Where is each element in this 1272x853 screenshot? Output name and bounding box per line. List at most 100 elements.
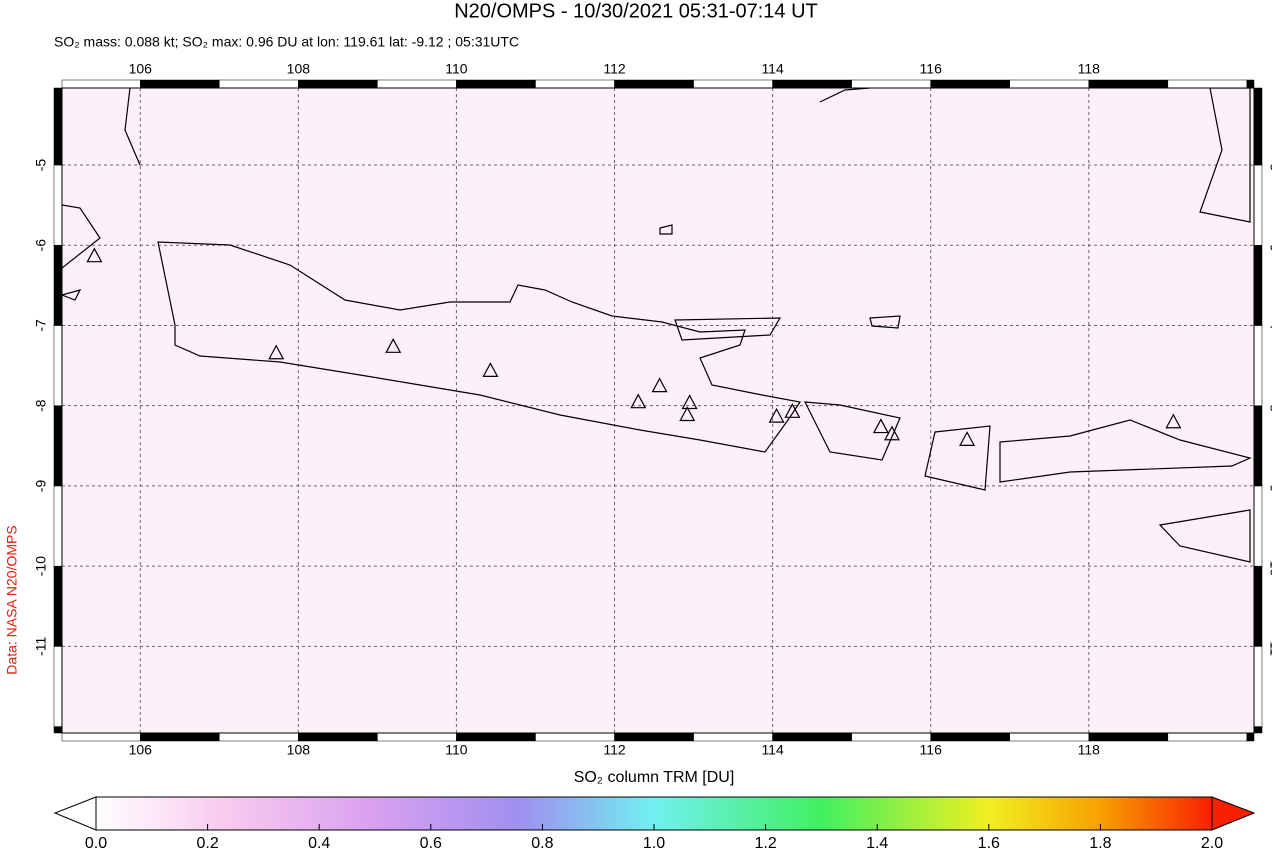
- frame-segment: [1253, 325, 1263, 406]
- volcano: [959, 431, 976, 446]
- frame-segment: [1246, 79, 1255, 89]
- colorbar-tick-label: 1.0: [643, 835, 665, 852]
- frame-segment: [1253, 646, 1263, 727]
- x-tick-label: 114: [761, 61, 784, 77]
- frame-segment: [219, 79, 299, 89]
- frame-segment: [851, 79, 931, 89]
- colorbar-tick-label: 1.4: [866, 835, 888, 852]
- frame-segment: [1253, 164, 1263, 246]
- frame-segment: [772, 79, 852, 89]
- frame-segment: [140, 732, 220, 742]
- y-tick-label: -9: [33, 479, 49, 492]
- frame-segment: [53, 325, 63, 406]
- frame-segment: [1253, 485, 1263, 567]
- frame-segment: [53, 565, 63, 647]
- map-frame: [53, 79, 1263, 742]
- coastline: [659, 88, 1252, 563]
- frame-segment: [219, 732, 299, 742]
- x-tick-label: 118: [1078, 61, 1101, 77]
- x-tick-label: 116: [920, 61, 943, 77]
- y-tick-label: -5: [1267, 159, 1272, 172]
- x-tick-label: 114: [761, 742, 784, 758]
- x-tick-label: 116: [920, 742, 943, 758]
- colorbar-max-arrow: [1211, 796, 1256, 831]
- x-tick-label: 106: [129, 742, 153, 758]
- colorbar-tick-label: 1.8: [1089, 835, 1111, 852]
- volcano: [768, 407, 785, 423]
- frame-segment: [1088, 732, 1169, 742]
- volcano: [630, 393, 647, 409]
- y-tick-label: -8: [33, 399, 49, 412]
- volcano: [482, 362, 499, 377]
- grid: [62, 88, 1254, 733]
- x-tick-label: 110: [445, 61, 468, 77]
- x-tick-label: 106: [129, 61, 153, 77]
- colorbar-tick-label: 0.4: [308, 835, 330, 852]
- colorbar-tick-label: 1.2: [754, 835, 776, 852]
- frame-segment: [1167, 79, 1248, 89]
- frame-segment: [61, 732, 141, 742]
- frame-segment: [53, 646, 63, 727]
- frame-segment: [377, 732, 457, 742]
- frame-segment: [1167, 732, 1248, 742]
- frame-segment: [53, 87, 63, 166]
- frame-segment: [930, 79, 1011, 89]
- frame-segment: [61, 79, 141, 89]
- frame-segment: [1253, 244, 1263, 326]
- y-tick-label: -9: [1267, 480, 1272, 493]
- title: N20/OMPS - 10/30/2021 05:31-07:14 UT: [454, 0, 818, 22]
- colorbar-label: SO₂ column TRM [DU]: [574, 769, 735, 786]
- frame-segment: [53, 726, 63, 734]
- frame-segment: [456, 79, 536, 89]
- colorbar-tick-label: 0.6: [420, 835, 442, 852]
- x-tick-label: 110: [445, 742, 468, 758]
- frame-segment: [535, 79, 615, 89]
- frame-segment: [1253, 565, 1263, 647]
- colorbar-min-arrow: [53, 796, 97, 831]
- frame-segment: [53, 164, 63, 246]
- frame-segment: [1253, 405, 1263, 487]
- x-tick-label: 112: [603, 742, 626, 758]
- volcano: [681, 394, 698, 410]
- y-tick-label: -6: [33, 239, 49, 252]
- frame-segment: [140, 79, 220, 89]
- frame-segment: [1253, 726, 1263, 734]
- frame-segment: [1253, 87, 1263, 166]
- volcano: [385, 338, 402, 353]
- frame-segment: [614, 79, 694, 89]
- volcano: [86, 247, 103, 263]
- coastline: [157, 241, 802, 453]
- volcano: [784, 403, 801, 418]
- colorbar-tick-label: 1.6: [978, 835, 1000, 852]
- y-tick-label: -8: [1267, 399, 1272, 412]
- y-tick-label: -11: [33, 637, 49, 656]
- volcano: [872, 418, 889, 434]
- volcano: [651, 377, 668, 393]
- coastline: [62, 88, 141, 301]
- y-tick-label: -6: [1267, 239, 1272, 252]
- y-tick-label: -10: [1267, 556, 1272, 576]
- frame-segment: [456, 732, 536, 742]
- frame-segment: [930, 732, 1011, 742]
- y-tick-label: -5: [33, 159, 49, 172]
- y-tick-label: -11: [1267, 637, 1272, 656]
- frame-segment: [614, 732, 694, 742]
- frame-segment: [1088, 79, 1169, 89]
- volcano: [268, 344, 285, 360]
- frame-segment: [1246, 732, 1255, 742]
- x-tick-label: 112: [603, 61, 626, 77]
- frame-segment: [693, 732, 773, 742]
- frame-segment: [377, 79, 457, 89]
- subtitle: SO₂ mass: 0.088 kt; SO₂ max: 0.96 DU at …: [54, 34, 519, 50]
- volcano: [1165, 413, 1182, 429]
- frame-segment: [53, 244, 63, 326]
- y-tick-label: -10: [33, 556, 49, 576]
- colorbar-tick-label: 2.0: [1201, 835, 1223, 852]
- x-tick-label: 118: [1078, 742, 1101, 758]
- colorbar-tick-label: 0.2: [196, 835, 218, 852]
- frame-segment: [851, 732, 931, 742]
- frame-segment: [772, 732, 852, 742]
- volcano: [679, 406, 696, 422]
- volcano: [883, 425, 900, 441]
- frame-segment: [693, 79, 773, 89]
